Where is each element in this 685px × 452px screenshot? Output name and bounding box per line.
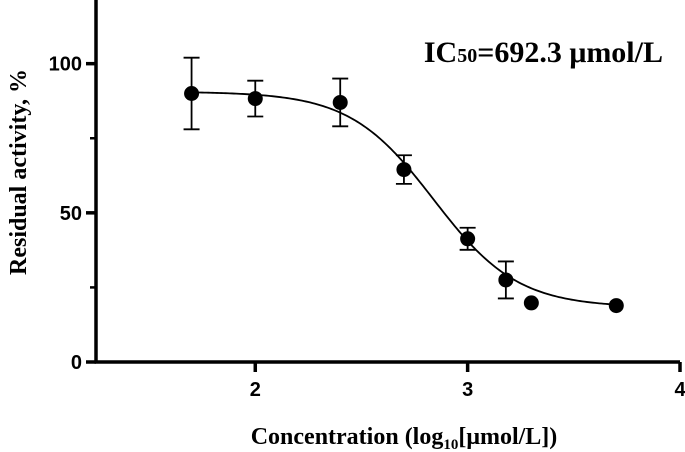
data-point — [247, 91, 263, 107]
data-point — [332, 94, 348, 110]
ic50-subscript: 50 — [457, 45, 477, 67]
fit-curve — [191, 91, 617, 306]
data-point — [460, 231, 476, 247]
data-point — [498, 272, 514, 288]
data-point — [396, 162, 412, 178]
x-axis-title-suffix: [μmol/L]) — [458, 424, 557, 450]
ic50-prefix: IC — [424, 36, 457, 69]
x-tick-label: 2 — [250, 379, 261, 401]
ic50-annotation: IC50=692.3 μmol/L — [424, 36, 663, 69]
x-tick-label: 4 — [674, 379, 685, 401]
data-point — [608, 298, 624, 314]
y-tick-label: 50 — [60, 203, 82, 225]
y-tick-label: 0 — [71, 352, 82, 374]
ic50-value: =692.3 μmol/L — [477, 36, 663, 69]
data-point — [184, 86, 200, 101]
x-axis-title-prefix: Concentration (log — [251, 424, 444, 450]
y-axis-title: Residual activity, % — [6, 69, 32, 275]
x-axis-title-subscript: 10 — [443, 437, 458, 452]
plot-area: 0 50 100 2 3 4 — [49, 0, 685, 401]
y-tick-label: 100 — [49, 54, 82, 76]
x-axis-title: Concentration (log10[μmol/L]) — [251, 424, 558, 452]
x-tick-label: 3 — [462, 379, 473, 401]
data-point — [523, 295, 539, 311]
